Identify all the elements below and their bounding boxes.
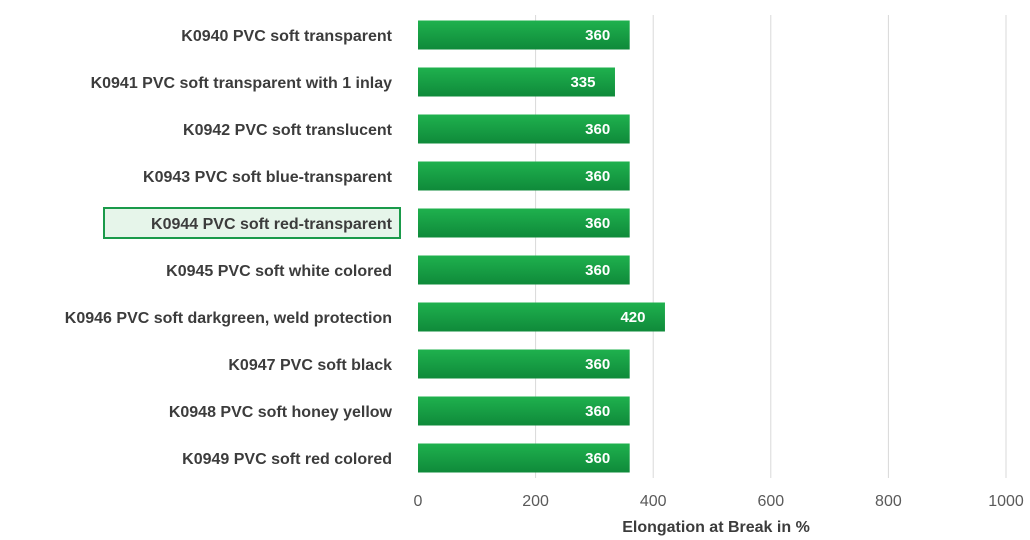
data-label-1: 360 xyxy=(585,27,610,44)
x-tick-label-0: 0 xyxy=(414,493,423,510)
category-label-6: K0945 PVC soft white colored xyxy=(166,263,392,280)
data-label-4: 360 xyxy=(585,168,610,185)
category-label-3: K0942 PVC soft translucent xyxy=(183,122,393,139)
data-label-2: 335 xyxy=(570,74,595,91)
x-axis-title: Elongation at Break in % xyxy=(622,519,810,536)
category-label-7: K0946 PVC soft darkgreen, weld protectio… xyxy=(65,310,392,327)
category-labels: K0940 PVC soft transparent K0941 PVC soft… xyxy=(65,28,393,468)
data-label-10: 360 xyxy=(585,450,610,467)
category-label-8: K0947 PVC soft black xyxy=(228,357,392,374)
data-label-8: 360 xyxy=(585,356,610,373)
x-tick-label-600: 600 xyxy=(757,493,784,510)
x-tick-label-1000: 1000 xyxy=(988,493,1024,510)
data-label-5: 360 xyxy=(585,215,610,232)
x-axis-ticks: 0 200 400 600 800 1000 xyxy=(414,493,1024,510)
data-label-7: 420 xyxy=(620,309,645,326)
category-label-2: K0941 PVC soft transparent with 1 inlay xyxy=(91,75,393,92)
data-label-6: 360 xyxy=(585,262,610,279)
x-tick-label-400: 400 xyxy=(640,493,667,510)
category-label-4: K0943 PVC soft blue-transparent xyxy=(143,169,393,186)
data-label-3: 360 xyxy=(585,121,610,138)
category-label-10: K0949 PVC soft red colored xyxy=(182,451,392,468)
category-label-1: K0940 PVC soft transparent xyxy=(181,28,392,45)
x-tick-label-200: 200 xyxy=(522,493,549,510)
category-label-5: K0944 PVC soft red-transparent xyxy=(151,216,393,233)
data-label-9: 360 xyxy=(585,403,610,420)
x-tick-label-800: 800 xyxy=(875,493,902,510)
category-label-9: K0948 PVC soft honey yellow xyxy=(169,404,393,421)
bars: 360 335 360 360 360 360 420 360 360 360 xyxy=(418,21,665,473)
